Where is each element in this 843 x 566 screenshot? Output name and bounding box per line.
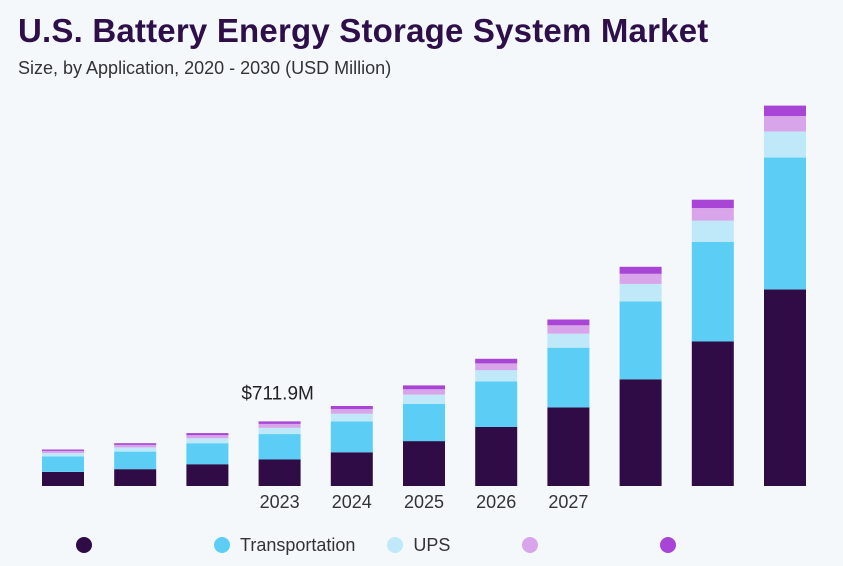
bar-segment-1-5 — [403, 403, 445, 442]
legend-item-ups: UPS — [387, 532, 450, 558]
legend-item-0 — [76, 532, 122, 558]
bar-segment-4-4 — [330, 406, 373, 410]
bar-segment-1-10 — [764, 157, 806, 290]
bar-segment-0-7 — [547, 407, 590, 486]
bar-segment-3-5 — [403, 389, 445, 395]
bar-segment-1-0 — [42, 456, 84, 472]
value-annotation-0: $711.9M — [241, 383, 314, 404]
bar-segment-4-3 — [258, 421, 301, 424]
bar-segment-0-0 — [42, 472, 84, 486]
bar-segment-3-7 — [547, 325, 590, 334]
x-tick-label-6: 2026 — [476, 492, 516, 512]
bar-segment-2-2 — [186, 438, 229, 444]
bar-segment-0-3 — [258, 459, 301, 486]
legend-item-transportation: Transportation — [214, 532, 355, 558]
bar-segment-2-1 — [114, 447, 157, 452]
bar-segment-2-5 — [403, 394, 445, 404]
legend-label-ups: UPS — [413, 534, 451, 555]
bar-segment-0-4 — [330, 452, 373, 486]
chart-title: U.S. Battery Energy Storage System Marke… — [18, 12, 709, 49]
bar-segment-1-7 — [547, 347, 590, 408]
bar-segment-2-10 — [764, 131, 806, 158]
bar-segment-0-9 — [691, 341, 734, 486]
bar-segment-4-9 — [691, 199, 734, 209]
bar-segment-3-10 — [764, 116, 806, 132]
bar-segment-0-5 — [403, 441, 445, 486]
bar-segment-1-2 — [186, 443, 229, 465]
bar-segment-4-6 — [475, 358, 518, 364]
bar-segment-1-8 — [619, 301, 662, 380]
bar-segment-2-0 — [42, 453, 84, 457]
legend-swatch-ups — [387, 537, 404, 553]
bar-segment-3-4 — [330, 409, 373, 414]
bar-segment-2-9 — [691, 220, 734, 242]
bar-segment-0-10 — [764, 289, 806, 486]
bar-segment-4-1 — [114, 443, 157, 445]
bar-segment-0-1 — [114, 469, 157, 486]
bar-segment-4-7 — [547, 319, 590, 326]
x-tick-label-5: 2025 — [404, 492, 444, 512]
legend-swatch-0 — [76, 537, 92, 553]
bar-segment-3-1 — [114, 444, 157, 448]
bar-segment-0-6 — [475, 427, 518, 486]
bar-segment-4-0 — [42, 449, 84, 451]
bar-segment-1-9 — [691, 241, 734, 342]
legend-swatch-4 — [660, 537, 677, 553]
chart-subtitle: Size, by Application, 2020 - 2030 (USD M… — [18, 58, 392, 78]
x-tick-label-4: 2024 — [332, 492, 372, 512]
bar-segment-3-8 — [619, 273, 662, 284]
x-tick-label-3: 2023 — [260, 492, 300, 512]
bar-segment-3-3 — [258, 424, 301, 428]
bar-segment-1-6 — [475, 381, 518, 427]
bar-segment-3-9 — [691, 208, 734, 221]
legend-item-3 — [522, 532, 568, 558]
legend-item-4 — [660, 532, 706, 558]
bar-segment-4-8 — [619, 266, 662, 274]
bar-segment-4-5 — [403, 385, 445, 390]
bar-segment-2-6 — [475, 370, 518, 382]
legend-label-transportation: Transportation — [240, 534, 356, 555]
bar-segment-4-10 — [764, 105, 806, 117]
bar-segment-3-0 — [42, 450, 84, 453]
legend-swatch-transportation — [214, 537, 230, 553]
bar-segment-4-2 — [186, 433, 229, 436]
x-tick-label-7: 2027 — [548, 492, 588, 512]
bar-segment-1-4 — [330, 421, 373, 453]
bar-segment-1-1 — [114, 451, 157, 470]
bar-segment-2-3 — [258, 427, 301, 434]
bar-segment-1-3 — [258, 434, 301, 460]
bar-segment-3-6 — [475, 363, 518, 371]
bar-segment-0-8 — [619, 379, 662, 486]
chart-legend: Transportation UPS — [76, 532, 738, 558]
bar-segment-2-4 — [330, 413, 373, 422]
bar-segment-3-2 — [186, 435, 229, 439]
bar-segment-0-2 — [186, 464, 229, 486]
bar-segment-2-7 — [547, 333, 590, 348]
legend-swatch-3 — [522, 537, 539, 553]
bar-segment-2-8 — [619, 283, 662, 302]
